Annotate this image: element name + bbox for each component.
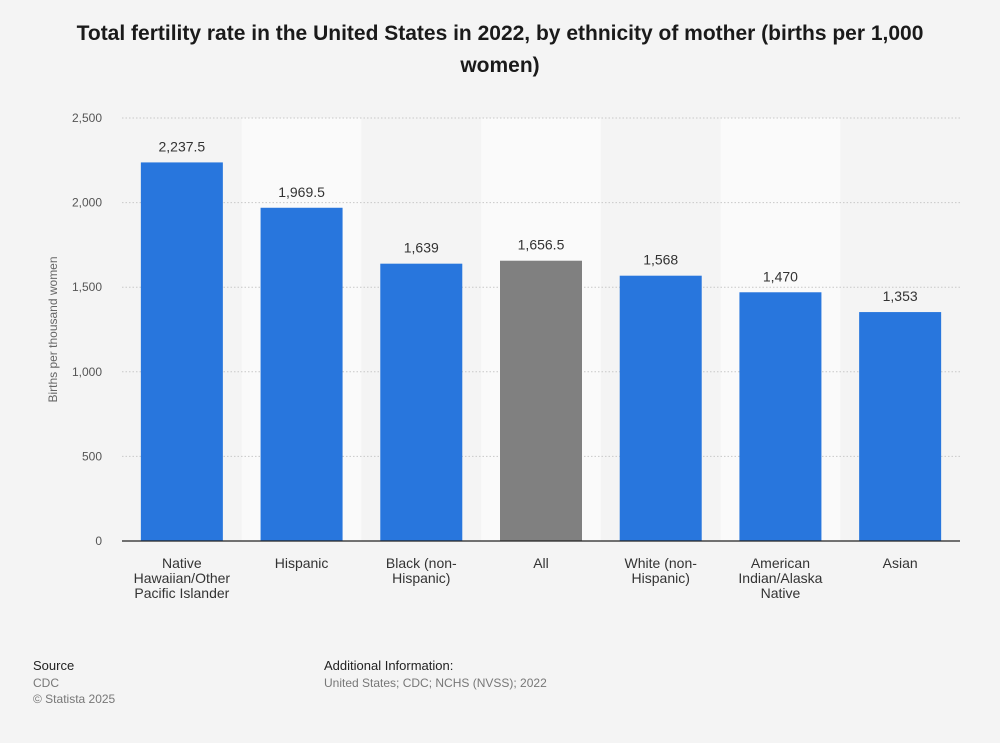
x-tick-label-line: Asian: [883, 555, 918, 571]
x-tick-label-line: Black (non-: [386, 555, 457, 571]
y-tick-label: 0: [95, 534, 102, 548]
bar[interactable]: [500, 260, 582, 541]
x-tick-label: Black (non-Hispanic): [386, 555, 457, 586]
x-tick-label-line: Hispanic): [392, 570, 450, 586]
bar[interactable]: [380, 263, 463, 541]
x-tick-label: Native Hawaiian/Other Pacific Islander: [134, 555, 231, 601]
bar[interactable]: [619, 275, 702, 541]
data-label: 2,237.5: [158, 138, 205, 154]
data-label: 1,656.5: [518, 237, 565, 253]
x-tick-label: Asian: [883, 555, 918, 571]
additional-info-heading: Additional Information:: [324, 658, 454, 673]
data-label: 1,470: [763, 268, 798, 284]
data-label: 1,639: [404, 240, 439, 256]
x-tick-label-line: Hispanic): [632, 570, 690, 586]
x-tick-label-line: American: [751, 555, 810, 571]
bar[interactable]: [260, 207, 343, 541]
x-tick-label-line: Indian/Alaska: [738, 570, 822, 586]
bar-chart: 0 500 1,000 1,500 2,000 2,500 Births per thous…: [46, 111, 960, 601]
additional-info-block: Additional Information: United States; C…: [324, 658, 547, 691]
x-tick-label-line: Hispanic: [275, 555, 329, 571]
data-label: 1,969.5: [278, 184, 325, 200]
copyright: © Statista 2025: [33, 692, 116, 706]
x-tick-label: All: [533, 555, 549, 571]
x-tick-label: Hispanic: [275, 555, 329, 571]
data-label: 1,353: [883, 288, 918, 304]
x-tick-label-line: White (non-: [625, 555, 698, 571]
y-tick-label: 500: [82, 449, 102, 463]
source-block: Source CDC © Statista 2025: [33, 658, 115, 707]
source-name[interactable]: CDC: [33, 676, 59, 690]
x-tick-label-line: Hawaiian/Other: [134, 570, 231, 586]
additional-info-text: United States; CDC; NCHS (NVSS); 2022: [324, 676, 547, 690]
chart-title: Total fertility rate in the United State…: [76, 22, 924, 77]
y-tick-label: 2,000: [72, 196, 102, 210]
bar[interactable]: [140, 162, 223, 542]
y-axis-title: Births per thousand women: [46, 256, 60, 402]
x-tick-label: White (non-Hispanic): [625, 555, 698, 586]
source-heading: Source: [33, 658, 75, 673]
x-tick-label-line: Native: [162, 555, 202, 571]
x-tick-label-line: Native: [761, 585, 801, 601]
y-tick-label: 1,500: [72, 280, 102, 294]
data-label: 1,568: [643, 252, 678, 268]
x-tick-label: American Indian/Alaska Native: [738, 555, 822, 601]
y-tick-label: 2,500: [72, 111, 102, 125]
bar[interactable]: [859, 312, 942, 541]
bar[interactable]: [739, 292, 822, 541]
x-tick-label-line: All: [533, 555, 549, 571]
x-tick-label-line: Pacific Islander: [134, 585, 229, 601]
y-tick-label: 1,000: [72, 365, 102, 379]
